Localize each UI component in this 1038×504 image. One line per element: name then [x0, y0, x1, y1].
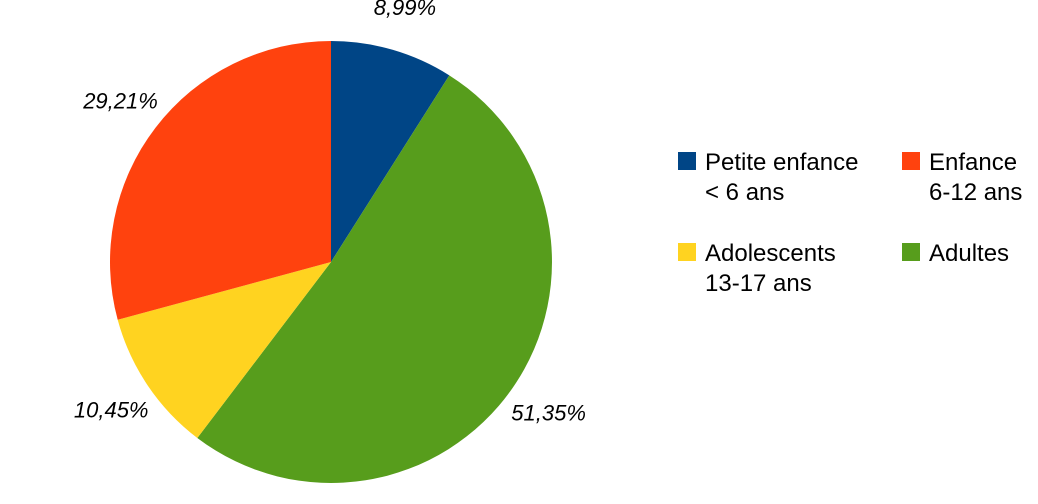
slice-label-adolescents: 10,45%	[74, 398, 149, 423]
pie-slice-adolescents	[117, 262, 331, 438]
legend-label-petite-enfance: Petite enfance < 6 ans	[705, 149, 858, 206]
legend-item-petite-enfance: Petite enfance < 6 ans	[678, 149, 858, 206]
pie-slice-labels: 8,99% 51,35% 10,45% 29,21%	[74, 0, 586, 426]
legend-swatch-petite-enfance	[678, 152, 696, 170]
legend-label-adolescents: Adolescents 13-17 ans	[705, 240, 836, 297]
legend-swatch-adultes	[902, 243, 920, 261]
pie-slice-enfance	[110, 41, 331, 320]
legend-label-adultes: Adultes	[929, 240, 1009, 267]
pie-slices	[110, 41, 552, 483]
legend-item-adultes: Adultes	[902, 240, 1009, 267]
legend-label-enfance: Enfance 6-12 ans	[929, 149, 1022, 206]
legend-item-adolescents: Adolescents 13-17 ans	[678, 240, 836, 297]
legend-swatch-adolescents	[678, 243, 696, 261]
pie-slice-petite-enfance	[331, 41, 450, 262]
slice-label-enfance: 29,21%	[82, 89, 158, 114]
slice-label-petite-enfance: 8,99%	[374, 0, 436, 20]
pie-slice-adultes	[197, 75, 552, 483]
legend: Petite enfance < 6 ans Enfance 6-12 ans Adol…	[678, 149, 1022, 297]
legend-swatch-enfance	[902, 152, 920, 170]
slice-label-adultes: 51,35%	[511, 401, 586, 426]
legend-item-enfance: Enfance 6-12 ans	[902, 149, 1022, 206]
